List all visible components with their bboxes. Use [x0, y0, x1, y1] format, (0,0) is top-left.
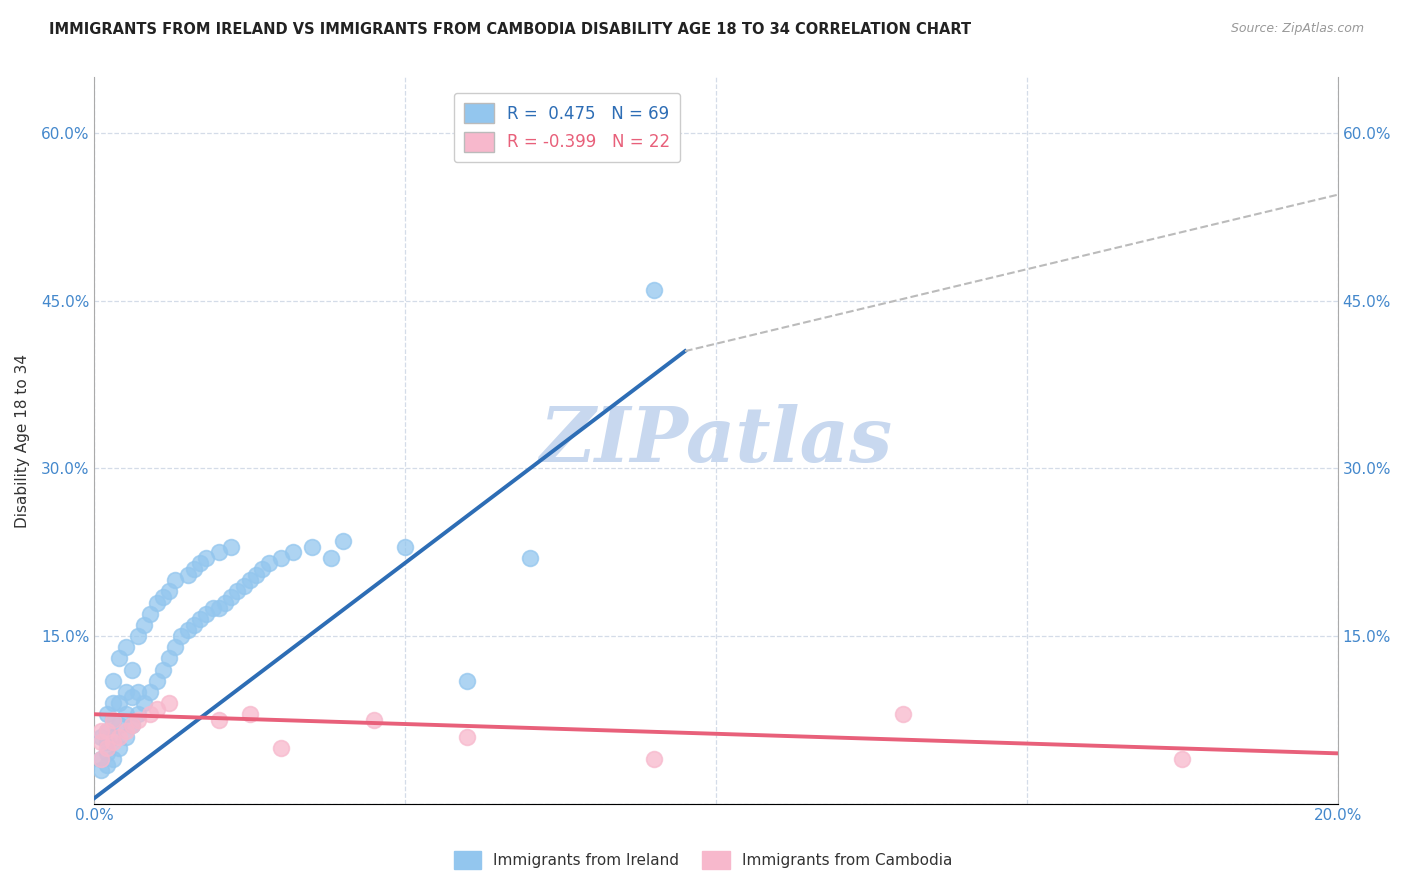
Text: Source: ZipAtlas.com: Source: ZipAtlas.com — [1230, 22, 1364, 36]
Point — [101, 673, 124, 688]
Point — [157, 696, 180, 710]
Point — [239, 573, 262, 587]
Point — [152, 663, 174, 677]
Point — [177, 567, 200, 582]
Point — [96, 747, 118, 761]
Point — [188, 612, 211, 626]
Point — [101, 696, 124, 710]
Point — [319, 550, 342, 565]
Point — [127, 685, 149, 699]
Point — [891, 707, 914, 722]
Point — [101, 713, 124, 727]
Point — [208, 713, 231, 727]
Point — [108, 730, 131, 744]
Point — [114, 707, 136, 722]
Point — [157, 651, 180, 665]
Point — [519, 550, 541, 565]
Y-axis label: Disability Age 18 to 34: Disability Age 18 to 34 — [15, 353, 30, 527]
Point — [170, 629, 193, 643]
Point — [214, 595, 236, 609]
Point — [90, 724, 112, 739]
Point — [101, 730, 124, 744]
Point — [121, 663, 143, 677]
Point — [96, 740, 118, 755]
Point — [332, 534, 354, 549]
Point — [90, 752, 112, 766]
Point — [145, 595, 167, 609]
Point — [363, 713, 385, 727]
Point — [121, 690, 143, 705]
Point — [456, 730, 478, 744]
Point — [183, 618, 205, 632]
Text: ZIPatlas: ZIPatlas — [540, 403, 893, 477]
Point — [301, 540, 323, 554]
Point — [245, 567, 267, 582]
Point — [114, 640, 136, 655]
Point — [239, 707, 262, 722]
Point — [114, 685, 136, 699]
Point — [96, 724, 118, 739]
Point — [108, 696, 131, 710]
Point — [96, 724, 118, 739]
Point — [394, 540, 416, 554]
Point — [270, 740, 292, 755]
Point — [195, 607, 218, 621]
Point — [152, 590, 174, 604]
Point — [127, 629, 149, 643]
Point — [188, 557, 211, 571]
Point — [219, 540, 242, 554]
Point — [121, 718, 143, 732]
Point — [96, 707, 118, 722]
Point — [134, 696, 156, 710]
Point — [177, 624, 200, 638]
Point — [101, 735, 124, 749]
Legend: Immigrants from Ireland, Immigrants from Cambodia: Immigrants from Ireland, Immigrants from… — [447, 845, 959, 875]
Text: IMMIGRANTS FROM IRELAND VS IMMIGRANTS FROM CAMBODIA DISABILITY AGE 18 TO 34 CORR: IMMIGRANTS FROM IRELAND VS IMMIGRANTS FR… — [49, 22, 972, 37]
Point — [270, 550, 292, 565]
Point — [127, 707, 149, 722]
Point — [139, 607, 162, 621]
Point — [108, 740, 131, 755]
Point — [114, 724, 136, 739]
Point — [257, 557, 280, 571]
Point — [108, 718, 131, 732]
Point — [252, 562, 274, 576]
Point — [96, 757, 118, 772]
Point — [165, 640, 187, 655]
Point — [121, 718, 143, 732]
Point — [114, 730, 136, 744]
Point — [208, 601, 231, 615]
Point — [90, 735, 112, 749]
Point — [139, 685, 162, 699]
Point — [157, 584, 180, 599]
Point — [165, 573, 187, 587]
Point — [134, 618, 156, 632]
Point — [1171, 752, 1194, 766]
Point — [108, 651, 131, 665]
Point — [101, 752, 124, 766]
Point — [283, 545, 305, 559]
Point — [96, 735, 118, 749]
Point — [127, 713, 149, 727]
Point — [226, 584, 249, 599]
Point — [183, 562, 205, 576]
Point — [232, 579, 254, 593]
Point — [201, 601, 224, 615]
Point — [145, 701, 167, 715]
Point — [101, 713, 124, 727]
Point — [195, 550, 218, 565]
Point — [90, 763, 112, 777]
Point — [139, 707, 162, 722]
Point — [643, 752, 665, 766]
Point — [456, 673, 478, 688]
Point — [219, 590, 242, 604]
Point — [90, 730, 112, 744]
Point — [208, 545, 231, 559]
Point — [643, 283, 665, 297]
Point — [90, 752, 112, 766]
Legend: R =  0.475   N = 69, R = -0.399   N = 22: R = 0.475 N = 69, R = -0.399 N = 22 — [454, 93, 681, 162]
Point — [145, 673, 167, 688]
